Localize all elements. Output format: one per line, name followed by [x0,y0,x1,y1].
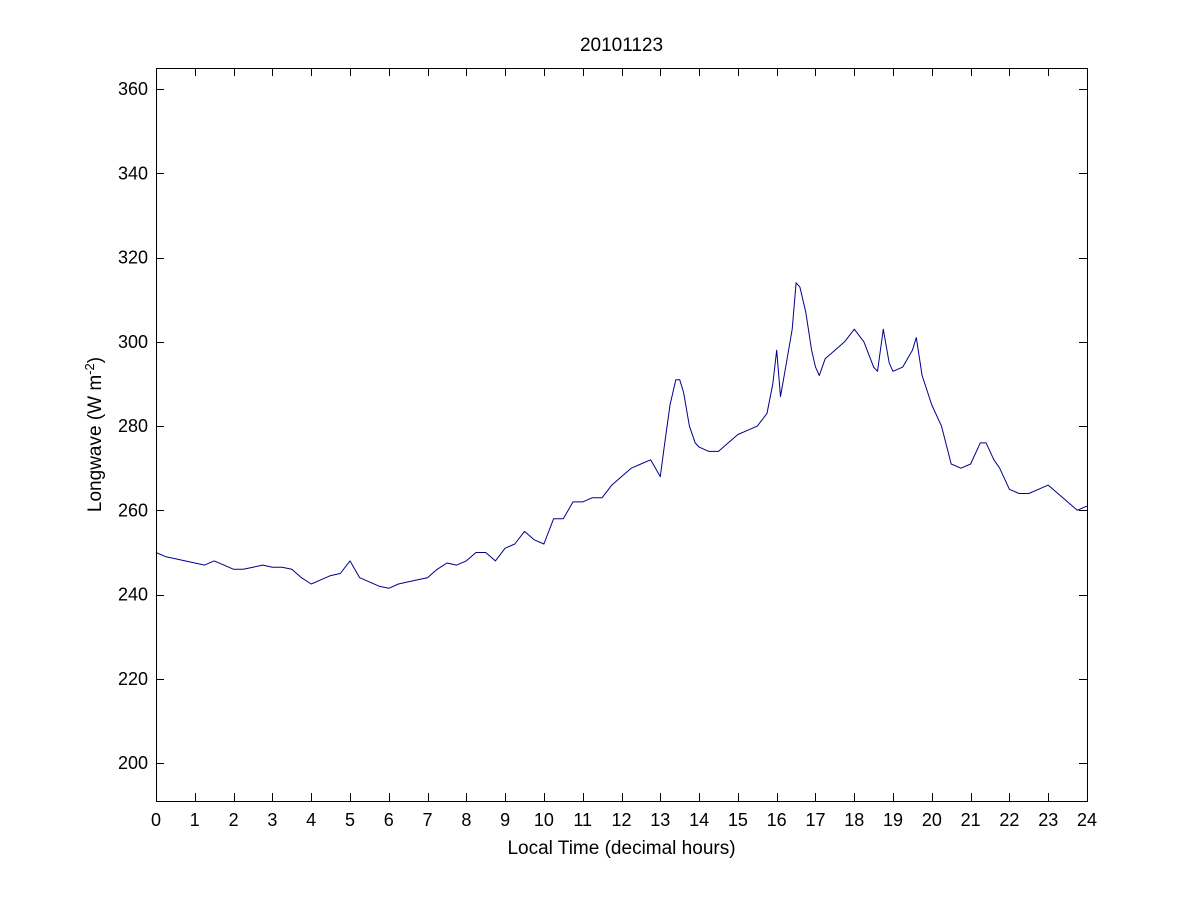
x-tick-label: 12 [611,810,631,830]
x-tick-label: 20 [922,810,942,830]
x-tick-label: 1 [190,810,200,830]
x-axis-ticks: 0 1 2 3 4 5 6 7 8 9 10 11 12 13 14 15 16 17 18 19 20 21 22 23 24 [151,68,1097,830]
x-tick-label: 7 [423,810,433,830]
x-tick-label: 19 [883,810,903,830]
x-tick-label: 4 [306,810,316,830]
y-tick-label: 340 [118,163,148,183]
y-tick-label: 240 [118,585,148,605]
x-axis-label: Local Time (decimal hours) [507,838,735,859]
x-tick-label: 22 [999,810,1019,830]
x-tick-label: 5 [345,810,355,830]
x-tick-label: 8 [461,810,471,830]
x-tick-label: 21 [961,810,981,830]
chart-title: 20101123 [580,35,663,56]
series-layer [155,282,1088,589]
y-tick-label: 360 [118,79,148,99]
x-tick-label: 18 [844,810,864,830]
y-tick-label: 280 [118,416,148,436]
x-tick-label: 23 [1038,810,1058,830]
x-tick-label: 9 [500,810,510,830]
series-line [155,282,1088,589]
y-tick-label: 300 [118,332,148,352]
x-tick-label: 14 [689,810,709,830]
x-tick-label: 10 [534,810,554,830]
y-axis-label-prefix: Longwave (W m [85,375,106,512]
x-tick-label: 0 [151,810,161,830]
y-tick-label: 200 [118,753,148,773]
y-tick-label: 220 [118,669,148,689]
plot-area [156,68,1087,801]
x-tick-label: 17 [805,810,825,830]
y-tick-label: 320 [118,248,148,268]
y-tick-label: 260 [118,500,148,520]
y-axis-label-superscript: -2 [82,363,97,375]
x-tick-label: 16 [767,810,787,830]
x-tick-label: 15 [728,810,748,830]
y-axis-label: Longwave (W m-2) [82,357,107,512]
x-tick-label: 11 [573,810,592,830]
x-tick-label: 13 [650,810,670,830]
y-axis-ticks: 200 220 240 260 280 300 320 340 360 [118,79,1087,773]
x-tick-label: 24 [1077,810,1097,830]
x-tick-label: 2 [229,810,239,830]
x-tick-label: 3 [267,810,277,830]
x-tick-label: 6 [384,810,394,830]
y-axis-label-suffix: ) [85,357,106,363]
